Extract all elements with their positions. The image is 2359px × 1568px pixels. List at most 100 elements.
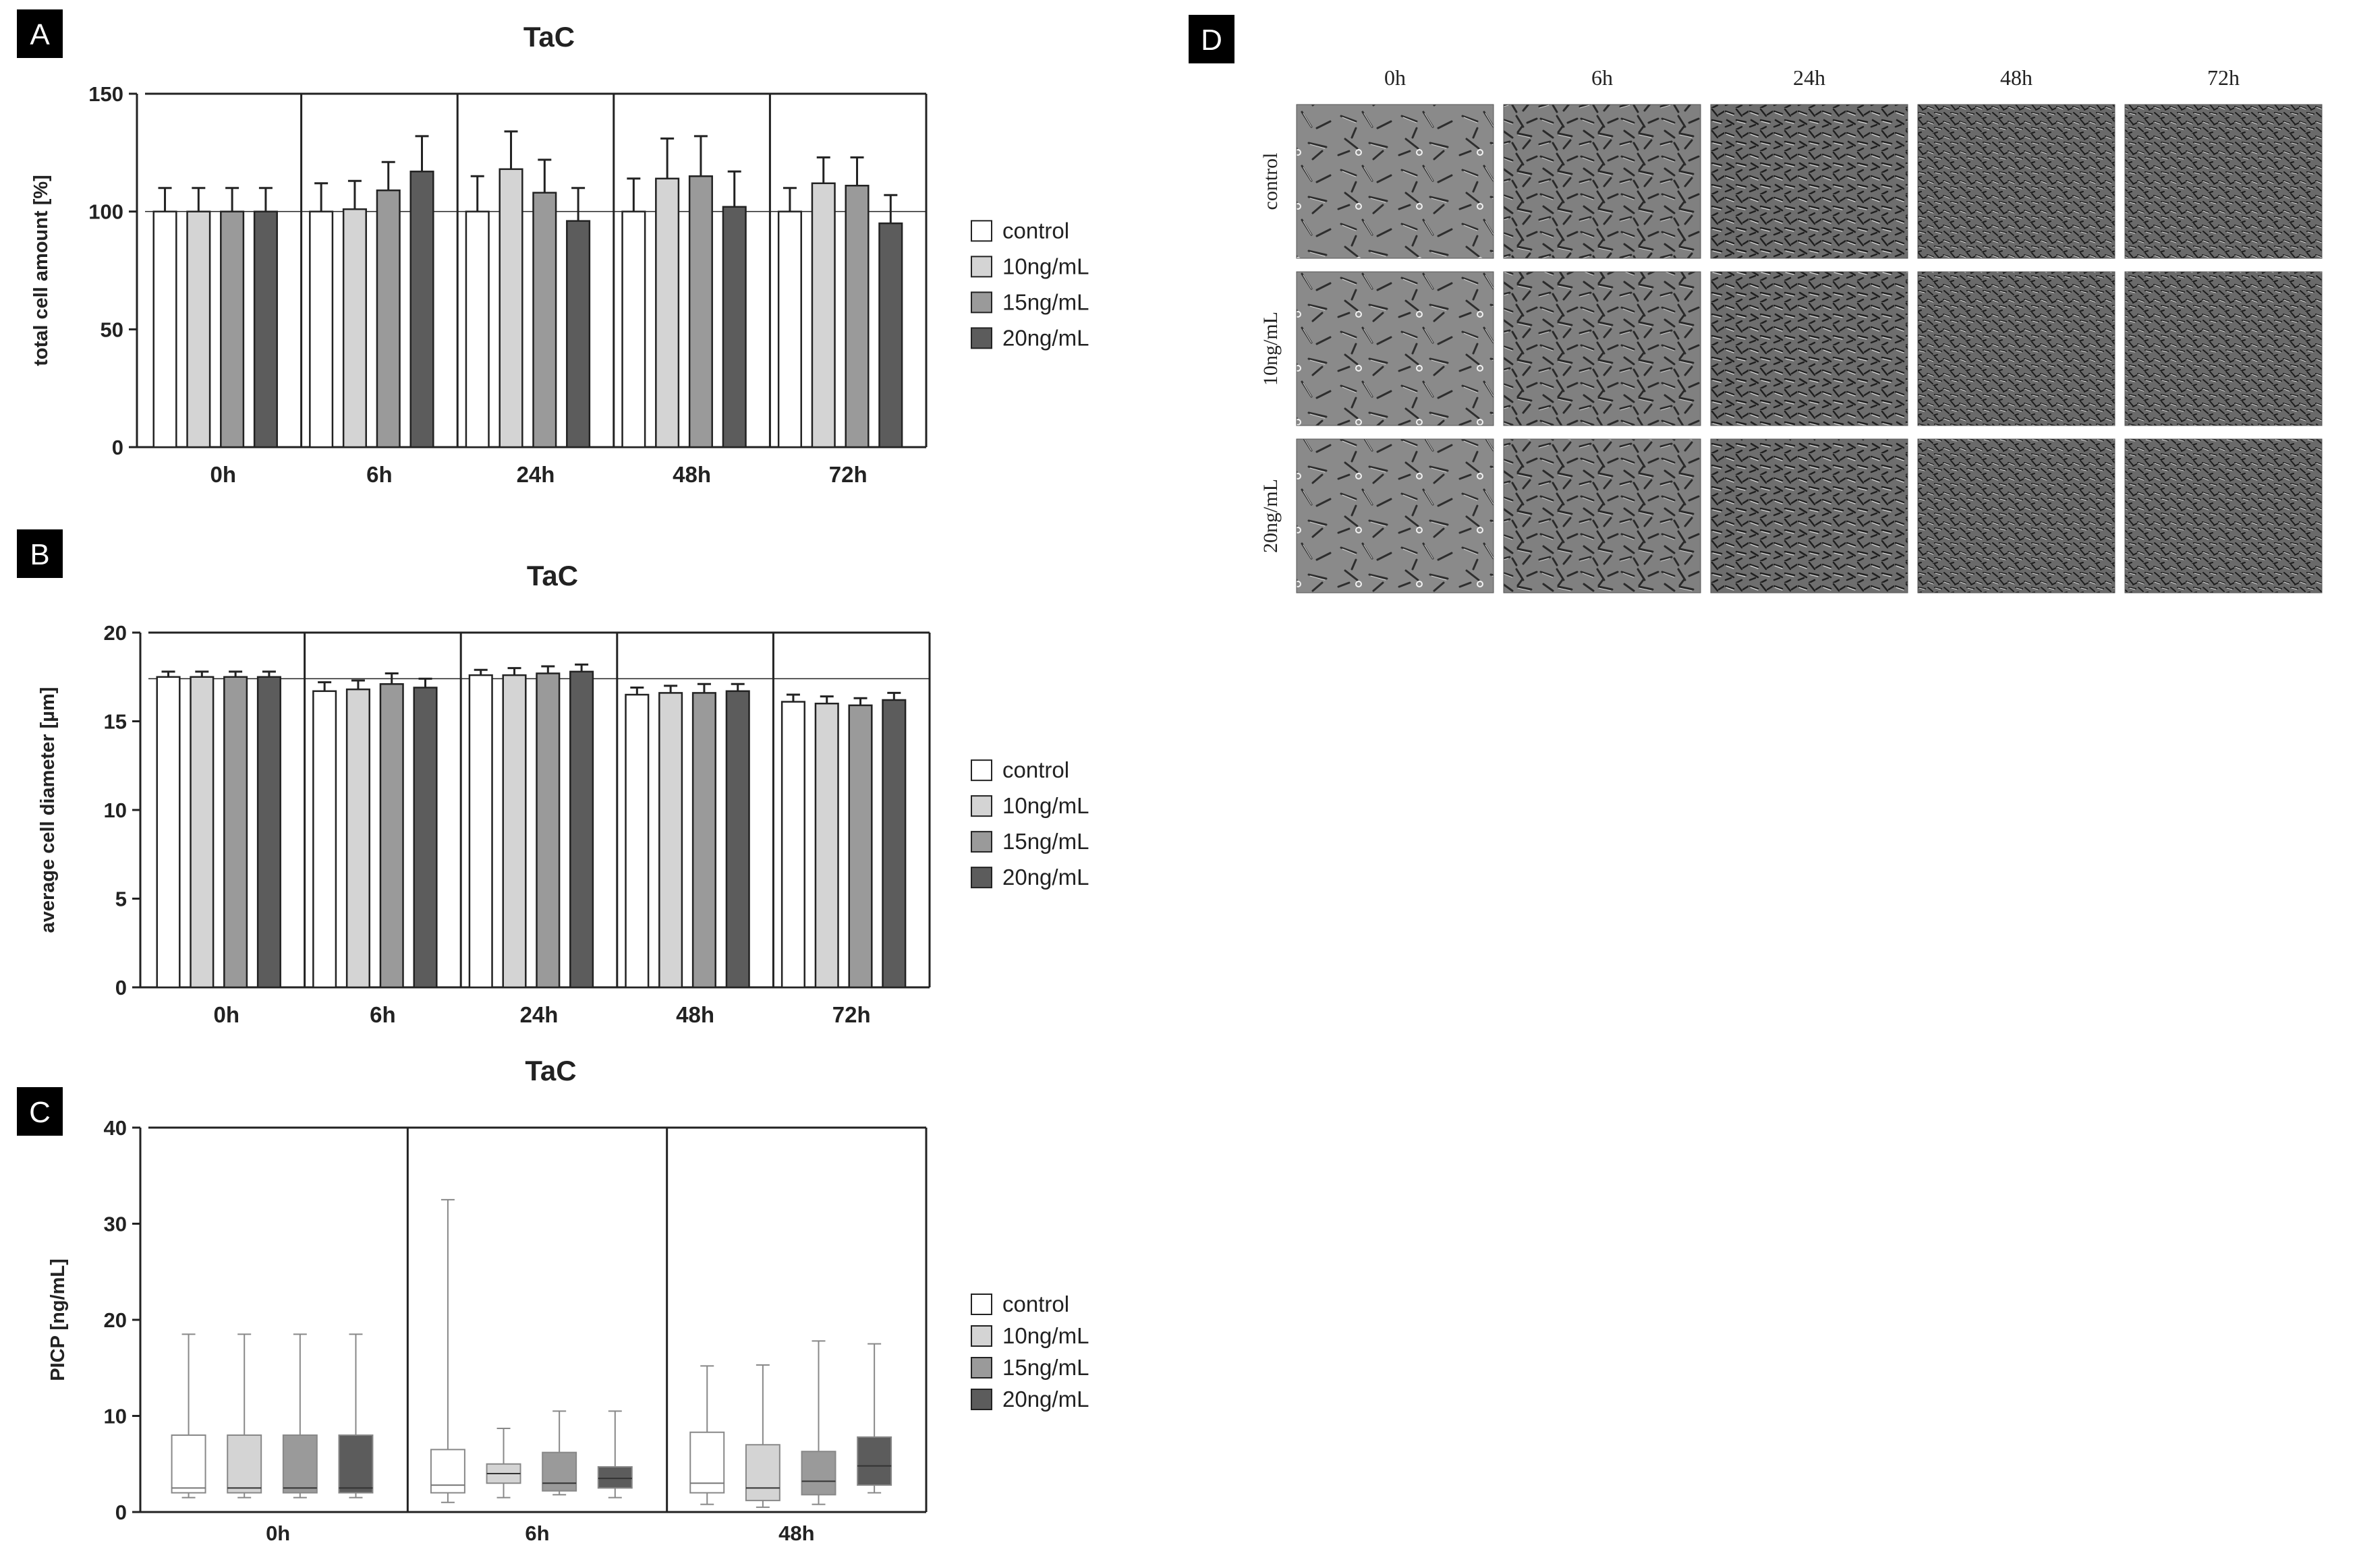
legend-label-1: 10ng/mL [1002,793,1089,818]
box-48h-1 [745,1444,780,1501]
bar-72h-3 [882,699,907,989]
y-tick-label: 50 [101,318,123,341]
y-tick-label: 10 [104,798,127,822]
y-tick-label: 5 [115,888,127,911]
bar-6h-0 [309,210,334,448]
micrograph-control-48h [1917,104,2115,259]
legend-label-2: 15ng/mL [1002,289,1089,314]
legend-label-3: 20ng/mL [1002,1387,1089,1412]
panel-b-badge: B [17,529,63,578]
bar-6h-3 [413,687,438,989]
bar-24h-2 [532,192,557,448]
legend-label-2: 15ng/mL [1002,1355,1089,1380]
micrograph-col-label: 24h [1793,65,1825,90]
bar-6h-2 [379,683,404,989]
chart-title: TaC [523,21,575,53]
micrograph-control-0h [1296,104,1494,259]
x-tick-label: 0h [210,462,237,487]
bar-6h-1 [342,208,367,448]
bar-24h-1 [499,168,523,448]
legend-label-0: control [1002,218,1069,243]
bar-6h-1 [345,688,370,989]
micrograph-20ng/mL-0h [1296,438,1494,593]
legend-swatch-1 [971,256,992,278]
micrograph-row-label: 10ng/mL [1259,312,1282,386]
micrograph-col-label: 48h [2000,65,2033,90]
legend-swatch-0 [971,1294,992,1315]
box-6h-3 [597,1466,633,1489]
bar-0h-3 [253,210,278,448]
micrograph-col-label: 6h [1591,65,1613,90]
svg-text:A: A [30,18,50,51]
bar-72h-0 [777,210,802,448]
bar-48h-1 [658,692,683,989]
y-tick-label: 0 [115,1501,127,1524]
micrograph-control-24h [1710,104,1908,259]
legend-swatch-1 [971,1325,992,1347]
bar-24h-3 [566,220,591,448]
chart-a: TaC 0 50 100 150 total cell amount [%] 0h 6h 24h… [30,21,1089,487]
box-48h-2 [801,1451,836,1496]
micrograph-20ng/mL-24h [1710,438,1908,593]
micrograph-10ng/mL-6h [1503,271,1701,426]
legend-label-1: 10ng/mL [1002,254,1089,279]
bar-0h-3 [256,676,281,989]
bar-0h-0 [156,676,181,989]
box-0h-0 [171,1434,206,1494]
y-tick-label: 0 [112,436,123,459]
legend-swatch-2 [971,831,992,853]
bar-6h-3 [409,171,434,448]
x-tick-label: 24h [520,1002,559,1027]
chart-title: TaC [527,560,578,591]
y-tick-label: 20 [104,1308,127,1332]
bar-72h-3 [878,222,903,448]
legend-label-0: control [1002,1291,1069,1316]
micrograph-row-label: 20ng/mL [1259,479,1282,553]
y-axis-label: PICP [ng/mL] [47,1258,69,1381]
x-tick-label: 24h [517,462,555,487]
y-axis-label: total cell amount [%] [30,175,52,366]
bar-24h-1 [502,674,527,989]
bar-48h-0 [621,210,646,448]
legend-swatch-3 [971,327,992,349]
box-48h-3 [857,1436,892,1486]
micrograph-col-label: 0h [1384,65,1406,90]
chart-b: TaC 0 5 10 15 20 average cell diameter [µm] 0h 6… [37,560,1089,1027]
bar-72h-1 [814,702,839,989]
bar-6h-2 [376,189,401,448]
box-6h-2 [542,1451,577,1492]
y-axis-label: average cell diameter [µm] [37,687,59,933]
bar-72h-1 [811,182,836,448]
bar-0h-1 [190,676,215,989]
panel-d-badge: D [1189,15,1234,63]
box-0h-1 [227,1434,262,1494]
panel-c-badge: C [17,1087,63,1136]
panel-a-badge: A [17,9,63,58]
legend-swatch-2 [971,1357,992,1378]
bar-0h-1 [186,210,211,448]
bar-48h-3 [722,206,747,448]
bar-48h-3 [725,690,750,989]
micrograph-20ng/mL-6h [1503,438,1701,593]
y-tick-label: 40 [104,1116,127,1140]
bar-72h-0 [780,701,805,989]
legend-label-3: 20ng/mL [1002,865,1089,890]
legend-label-3: 20ng/mL [1002,325,1089,350]
legend-swatch-0 [971,759,992,782]
legend-swatch-2 [971,291,992,314]
bar-24h-0 [468,674,493,989]
legend-swatch-0 [971,220,992,242]
y-tick-label: 15 [104,710,127,734]
bar-48h-2 [691,692,716,989]
svg-text:B: B [30,538,49,571]
legend-swatch-3 [971,867,992,889]
legend-label-2: 15ng/mL [1002,829,1089,854]
micrograph-col-label: 72h [2207,65,2240,90]
x-tick-label: 6h [370,1002,396,1027]
legend-label-1: 10ng/mL [1002,1323,1089,1348]
panel-d-label: D [1201,24,1222,57]
micrograph-10ng/mL-0h [1296,271,1494,426]
x-tick-label: 48h [676,1002,714,1027]
x-tick-label: 48h [673,462,711,487]
bar-48h-0 [625,693,650,989]
